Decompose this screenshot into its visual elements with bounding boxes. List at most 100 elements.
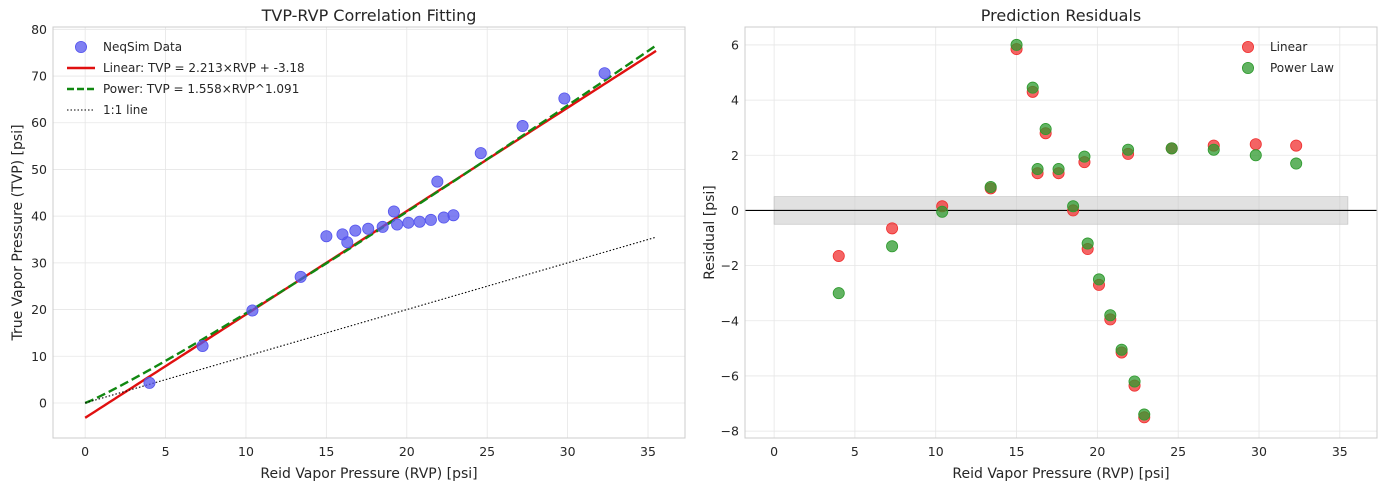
y-tick-label: 50 xyxy=(31,162,47,177)
y-tick-label: −4 xyxy=(721,313,739,328)
data-point xyxy=(387,205,400,218)
y-tick-label: 4 xyxy=(731,93,739,108)
panel-2: 0 5 10 15 20 25 30 35 −8 −6 −4 −2 0 2 4 6 Reid Vapor Pre… xyxy=(702,6,1378,482)
data-point xyxy=(886,222,899,235)
panel-title: TVP-RVP Correlation Fitting xyxy=(261,6,477,25)
legend: NeqSim Data Linear: TVP = 2.213×RVP + -3.… xyxy=(67,40,305,117)
data-point xyxy=(1138,408,1151,421)
x-tick-label: 30 xyxy=(1251,444,1267,459)
data-point xyxy=(1067,200,1080,213)
data-point xyxy=(1078,150,1091,163)
data-point xyxy=(431,175,444,188)
data-point xyxy=(1081,237,1094,250)
data-point xyxy=(474,147,487,160)
y-axis-label: Residual [psi] xyxy=(702,185,718,280)
data-point xyxy=(294,270,307,283)
y-tick-label: −2 xyxy=(721,258,739,273)
data-point xyxy=(196,339,209,352)
plot-content xyxy=(84,44,657,419)
data-point xyxy=(598,67,611,80)
data-point xyxy=(1165,142,1178,155)
data-point xyxy=(558,92,571,105)
x-tick-label: 5 xyxy=(851,444,859,459)
panel-1: 0 5 10 15 20 25 30 35 0 10 20 30 40 50 60 70 80 Reid Vapo… xyxy=(10,6,686,482)
data-point xyxy=(1290,139,1303,152)
legend-label: 1:1 line xyxy=(103,103,148,117)
legend-label: NeqSim Data xyxy=(103,40,182,54)
data-point xyxy=(376,220,389,233)
y-tick-label: 80 xyxy=(31,22,47,37)
series-line xyxy=(85,236,657,404)
axes-frame xyxy=(744,26,1378,439)
data-point xyxy=(402,216,415,229)
data-point xyxy=(424,213,437,226)
y-tick-label: 60 xyxy=(31,115,47,130)
x-tick-label: 5 xyxy=(162,444,170,459)
x-tick-label: 25 xyxy=(479,444,495,459)
data-point xyxy=(832,249,845,262)
y-tick-label: −8 xyxy=(721,424,739,439)
data-point xyxy=(1290,157,1303,170)
y-tick-label: 6 xyxy=(731,37,739,52)
y-tick-label: 20 xyxy=(31,302,47,317)
y-tick-label: 30 xyxy=(31,255,47,270)
x-tick-label: 15 xyxy=(1009,444,1025,459)
data-point xyxy=(936,205,949,218)
data-point xyxy=(1122,143,1135,156)
legend-marker xyxy=(1242,62,1255,75)
data-point xyxy=(362,222,375,235)
data-point xyxy=(246,304,259,317)
data-point xyxy=(391,218,404,231)
x-tick-label: 20 xyxy=(1089,444,1105,459)
y-tick-label: 40 xyxy=(31,209,47,224)
x-tick-label: 15 xyxy=(318,444,334,459)
legend-label: Power: TVP = 1.558×RVP^1.091 xyxy=(103,82,299,96)
data-point xyxy=(1115,343,1128,356)
x-tick-label: 25 xyxy=(1170,444,1186,459)
x-tick-label: 30 xyxy=(560,444,576,459)
data-point xyxy=(1207,143,1220,156)
y-axis-label: True Vapor Pressure (TVP) [psi] xyxy=(10,124,26,341)
x-tick-label: 0 xyxy=(81,444,89,459)
data-point xyxy=(143,376,156,389)
x-tick-label: 10 xyxy=(928,444,944,459)
data-point xyxy=(1249,138,1262,151)
data-point xyxy=(1039,123,1052,136)
legend-label: Power Law xyxy=(1270,61,1334,75)
data-point xyxy=(341,236,354,249)
x-tick-label: 35 xyxy=(640,444,656,459)
plot-content xyxy=(745,38,1377,424)
y-tick-label: −6 xyxy=(721,368,739,383)
legend-marker xyxy=(75,41,88,54)
x-tick-label: 35 xyxy=(1332,444,1348,459)
legend: Linear Power Law xyxy=(1242,40,1334,75)
y-tick-label: 10 xyxy=(31,349,47,364)
data-point xyxy=(447,209,460,222)
data-point xyxy=(349,224,362,237)
data-point xyxy=(1249,149,1262,162)
data-point xyxy=(516,120,529,133)
data-point xyxy=(1092,273,1105,286)
y-tick-label: 70 xyxy=(31,69,47,84)
x-axis-label: Reid Vapor Pressure (RVP) [psi] xyxy=(952,466,1169,482)
y-tick-label: 0 xyxy=(731,203,739,218)
legend-label: Linear xyxy=(1270,40,1307,54)
x-tick-label: 0 xyxy=(770,444,778,459)
legend-label: Linear: TVP = 2.213×RVP + -3.18 xyxy=(103,61,305,75)
data-point xyxy=(320,230,333,243)
data-point xyxy=(886,240,899,253)
data-point xyxy=(1104,309,1117,322)
x-tick-label: 10 xyxy=(238,444,254,459)
y-tick-label: 2 xyxy=(731,148,739,163)
panel-title: Prediction Residuals xyxy=(981,6,1141,25)
data-point xyxy=(832,287,845,300)
legend-marker xyxy=(1242,41,1255,54)
plot-area xyxy=(745,27,1377,438)
x-tick-label: 20 xyxy=(399,444,415,459)
data-point xyxy=(1052,163,1065,176)
data-point xyxy=(413,215,426,228)
data-point xyxy=(1026,81,1039,94)
series-line xyxy=(84,44,657,405)
